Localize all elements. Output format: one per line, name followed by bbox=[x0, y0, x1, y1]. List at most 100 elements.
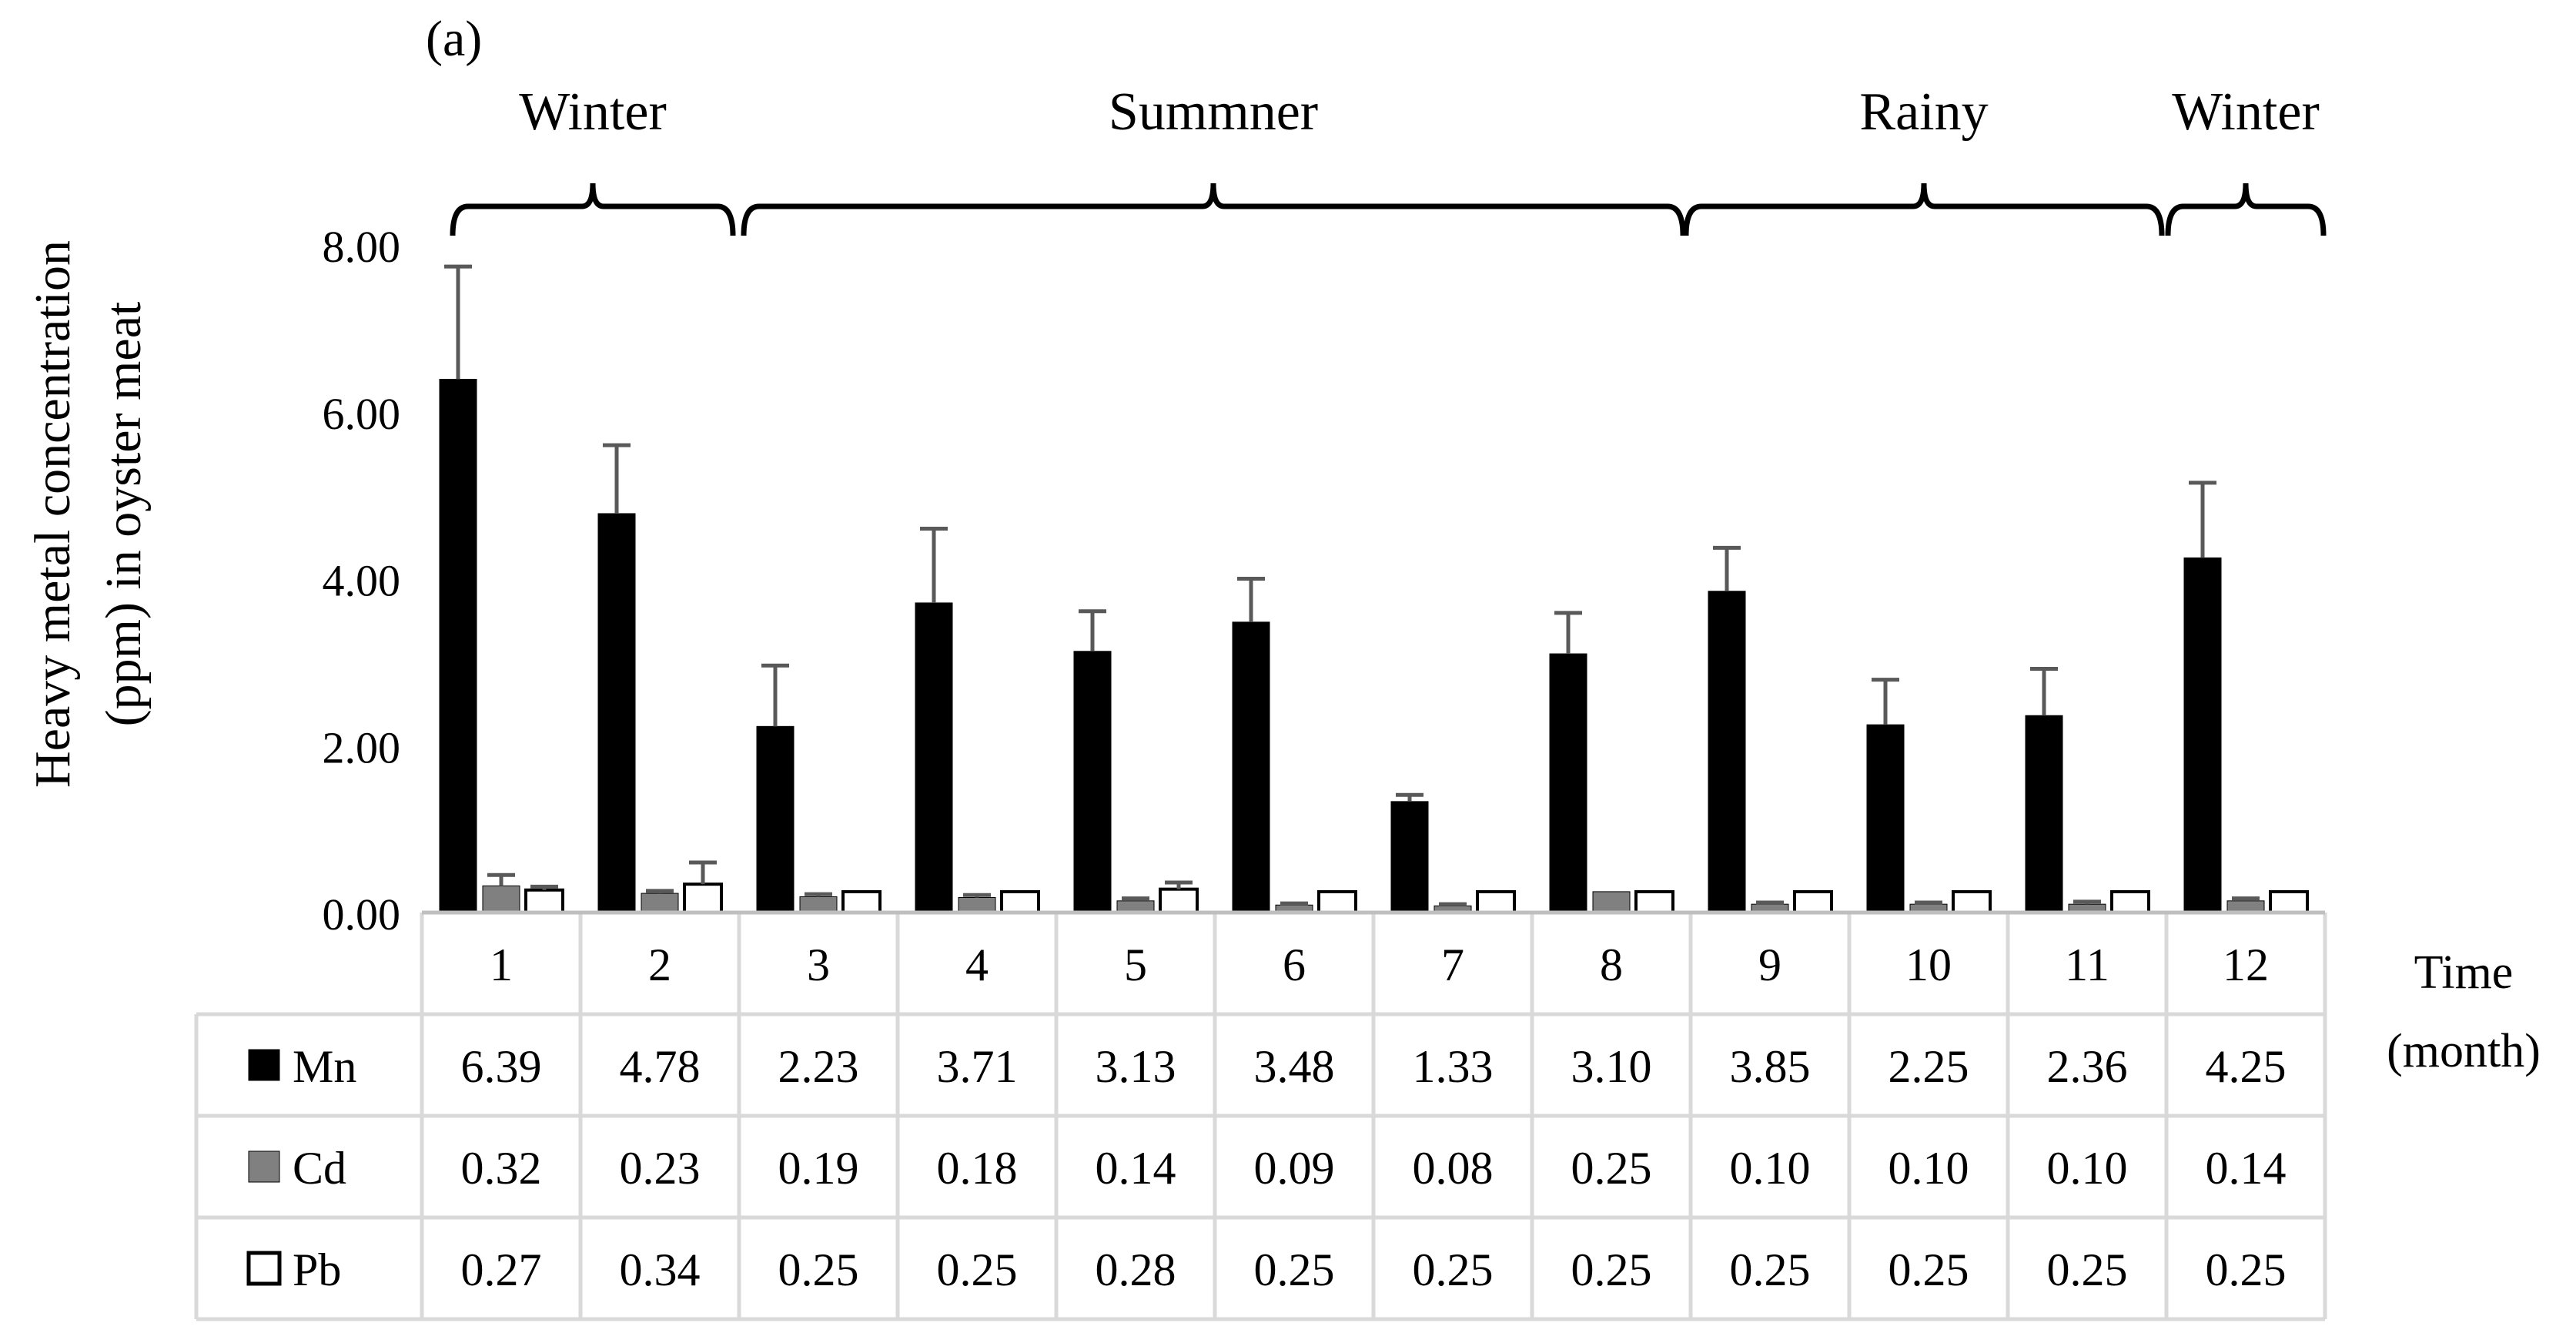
table-cell-mn: 6.39 bbox=[461, 1041, 542, 1092]
bar-mn-month-12 bbox=[2183, 557, 2222, 913]
season-label-summner: Summner bbox=[1109, 82, 1318, 142]
bar-mn-month-1 bbox=[439, 378, 477, 913]
bar-pb-month-12 bbox=[2269, 889, 2309, 914]
bar-pb-month-7 bbox=[1476, 889, 1516, 914]
table-header-cell: 5 bbox=[1124, 939, 1147, 990]
table-cell-cd: 0.14 bbox=[2206, 1143, 2287, 1194]
bar-pb-month-11 bbox=[2110, 889, 2150, 914]
table-header-cell: 4 bbox=[965, 939, 989, 990]
bar-pb-month-8 bbox=[1634, 889, 1674, 914]
bar-pb-month-6 bbox=[1317, 889, 1357, 914]
season-bracket-rainy bbox=[1683, 183, 2165, 236]
table-header-cell: 7 bbox=[1441, 939, 1464, 990]
table-cell-cd: 0.09 bbox=[1254, 1143, 1335, 1194]
bar-mn-month-6 bbox=[1232, 621, 1270, 913]
y-axis-title: Heavy metal concentration (ppm) in oyster… bbox=[25, 240, 152, 788]
bar-mn-month-5 bbox=[1073, 651, 1112, 913]
table-cell-cd: 0.32 bbox=[461, 1143, 542, 1194]
bar-mn-month-8 bbox=[1549, 653, 1587, 913]
bar-mn-month-9 bbox=[1708, 591, 1746, 913]
table-header-cell: 12 bbox=[2223, 939, 2269, 990]
y-axis: 0.00 2.00 4.00 6.00 8.00 bbox=[323, 222, 401, 939]
table-cell-cd: 0.18 bbox=[937, 1143, 1018, 1194]
bar-mn-month-3 bbox=[756, 725, 795, 913]
table-cell-pb: 0.25 bbox=[1413, 1244, 1494, 1295]
table-cell-pb: 0.34 bbox=[620, 1244, 701, 1295]
table-cell-mn: 3.71 bbox=[937, 1041, 1018, 1092]
table-cell-mn: 3.13 bbox=[1096, 1041, 1176, 1092]
table-header-cell: 10 bbox=[1905, 939, 1952, 990]
table-cell-pb: 0.25 bbox=[1571, 1244, 1652, 1295]
bar-mn-month-11 bbox=[2025, 715, 2063, 913]
table-cell-mn: 3.48 bbox=[1254, 1041, 1335, 1092]
table-cell-pb: 0.25 bbox=[778, 1244, 859, 1295]
y-tick-label: 8.00 bbox=[323, 222, 401, 272]
table-cell-cd: 0.25 bbox=[1571, 1143, 1652, 1194]
season-bracket-summner bbox=[741, 183, 1686, 236]
bar-pb-month-3 bbox=[841, 889, 882, 914]
y-tick-label: 4.00 bbox=[323, 556, 401, 606]
annotations: (a) Time (month) bbox=[426, 11, 2541, 1077]
table-cell-cd: 0.10 bbox=[1889, 1143, 1969, 1194]
bar-pb-month-1 bbox=[524, 888, 564, 915]
table-header-cell: 11 bbox=[2065, 939, 2109, 990]
legend-key-cd bbox=[248, 1150, 280, 1183]
legend-label-pb: Pb bbox=[293, 1244, 341, 1295]
bar-cd-month-4 bbox=[958, 896, 996, 913]
y-axis-title-text: Heavy metal concentration (ppm) in oyster… bbox=[25, 240, 152, 788]
x-axis-title-line: Time bbox=[2414, 946, 2514, 999]
bar-mn-month-7 bbox=[1390, 801, 1429, 913]
table-cell-cd: 0.10 bbox=[1730, 1143, 1811, 1194]
table-cell-pb: 0.25 bbox=[2047, 1244, 2128, 1295]
y-axis-title-line: Heavy metal concentration bbox=[25, 240, 81, 788]
bar-pb-month-4 bbox=[1000, 889, 1040, 914]
table-cell-pb: 0.25 bbox=[2206, 1244, 2287, 1295]
table-header-cell: 2 bbox=[648, 939, 671, 990]
table-header-cell: 1 bbox=[490, 939, 513, 990]
legend-key-pb bbox=[246, 1251, 282, 1286]
table-cell-mn: 3.10 bbox=[1571, 1041, 1652, 1092]
season-brackets: Winter Summner Rainy Winter bbox=[450, 82, 2327, 236]
table-header-cell: 6 bbox=[1283, 939, 1306, 990]
bar-cd-month-3 bbox=[799, 896, 838, 913]
table-cell-pb: 0.25 bbox=[1254, 1244, 1335, 1295]
table-cell-mn: 2.23 bbox=[778, 1041, 859, 1092]
table-cell-mn: 4.25 bbox=[2206, 1041, 2287, 1092]
table-header-cell: 8 bbox=[1600, 939, 1623, 990]
season-label-winter: Winter bbox=[519, 82, 667, 142]
bar-cd-month-8 bbox=[1592, 891, 1631, 913]
bar-mn-month-2 bbox=[597, 513, 636, 913]
bar-pb-month-2 bbox=[683, 883, 723, 914]
table-cell-pb: 0.28 bbox=[1096, 1244, 1176, 1295]
table-cell-mn: 4.78 bbox=[620, 1041, 701, 1092]
bar-pb-month-10 bbox=[1952, 889, 1992, 914]
table-cell-pb: 0.25 bbox=[1730, 1244, 1811, 1295]
table-cell-cd: 0.14 bbox=[1096, 1143, 1176, 1194]
bar-mn-month-4 bbox=[915, 602, 953, 913]
table-cell-mn: 3.85 bbox=[1730, 1041, 1811, 1092]
y-axis-title-line: (ppm) in oyster meat bbox=[95, 302, 152, 727]
y-tick-label: 0.00 bbox=[323, 889, 401, 939]
table-cell-cd: 0.23 bbox=[620, 1143, 701, 1194]
season-bracket-winter bbox=[450, 183, 736, 236]
table-cell-pb: 0.25 bbox=[937, 1244, 1018, 1295]
table-cell-pb: 0.25 bbox=[1889, 1244, 1969, 1295]
bar-cd-month-2 bbox=[641, 893, 679, 913]
plot-area bbox=[439, 264, 2309, 915]
legend-key-mn bbox=[248, 1049, 280, 1081]
bar-pb-month-9 bbox=[1793, 889, 1833, 914]
y-tick-label: 2.00 bbox=[323, 722, 401, 772]
table-cell-cd: 0.10 bbox=[2047, 1143, 2128, 1194]
table-cell-mn: 1.33 bbox=[1413, 1041, 1494, 1092]
table-header-cell: 3 bbox=[807, 939, 830, 990]
table-cell-mn: 2.36 bbox=[2047, 1041, 2128, 1092]
legend-label-cd: Cd bbox=[293, 1143, 346, 1194]
table-cell-cd: 0.19 bbox=[778, 1143, 859, 1194]
x-axis-title-line: (month) bbox=[2387, 1025, 2541, 1077]
season-label-winter: Winter bbox=[2172, 82, 2320, 142]
bar-cd-month-1 bbox=[482, 885, 520, 913]
season-bracket-winter bbox=[2165, 183, 2327, 236]
bar-pb-month-5 bbox=[1159, 887, 1199, 915]
